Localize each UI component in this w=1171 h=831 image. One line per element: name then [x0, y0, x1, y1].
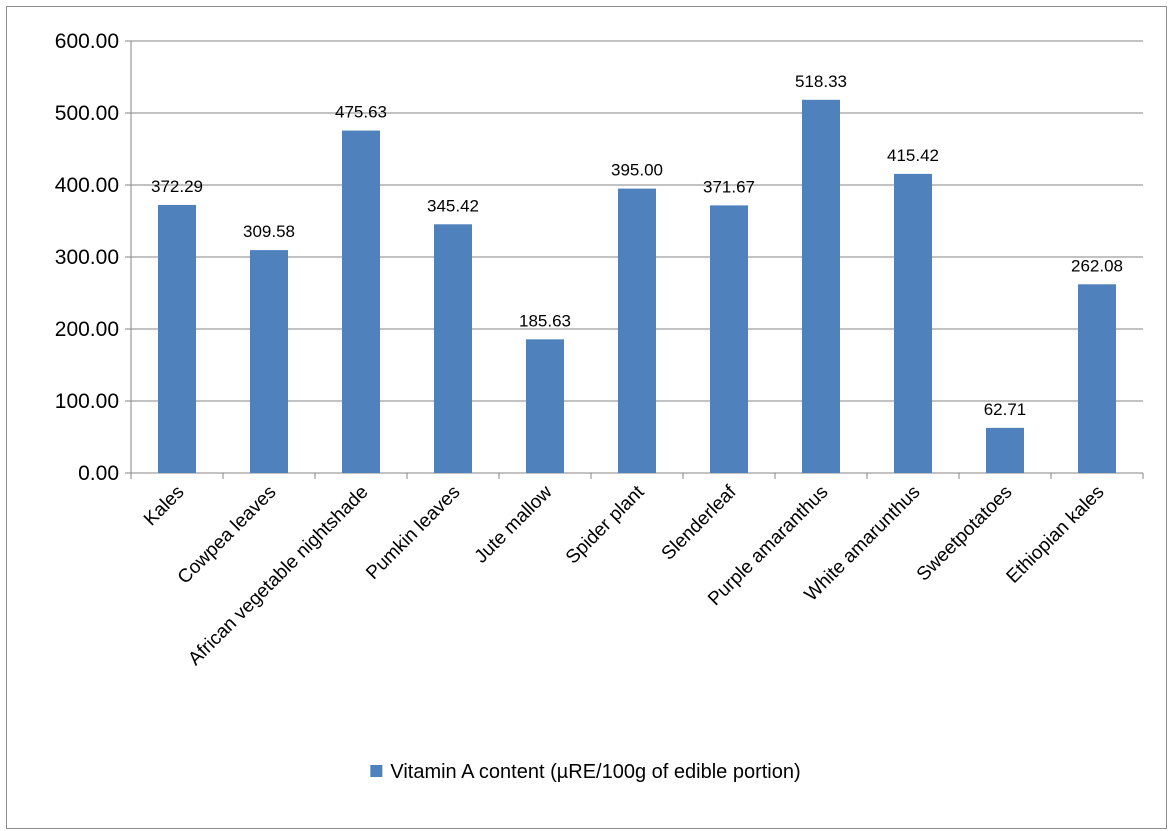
data-label: 262.08 — [1071, 256, 1123, 275]
bar — [434, 224, 472, 473]
data-label: 62.71 — [984, 400, 1027, 419]
y-tick-label: 200.00 — [55, 318, 119, 341]
data-label: 309.58 — [243, 222, 295, 241]
category-label: Pumkin leaves — [362, 482, 464, 584]
data-label: 371.67 — [703, 177, 755, 196]
category-label: Spider plant — [562, 481, 649, 568]
y-tick-label: 0.00 — [78, 462, 119, 485]
category-label: Kales — [140, 482, 188, 530]
bar — [1078, 284, 1116, 473]
data-label: 372.29 — [151, 177, 203, 196]
bar — [618, 189, 656, 473]
bar — [526, 339, 564, 473]
data-label: 415.42 — [887, 146, 939, 165]
y-tick-label: 300.00 — [55, 246, 119, 269]
y-tick-label: 100.00 — [55, 390, 119, 413]
data-label: 185.63 — [519, 311, 571, 330]
bar — [158, 205, 196, 473]
category-label: African vegetable nightshade — [184, 482, 372, 670]
bar — [342, 131, 380, 473]
bar — [986, 428, 1024, 473]
data-label: 475.63 — [335, 103, 387, 122]
category-label: Slenderleaf — [658, 481, 741, 564]
y-tick-label: 400.00 — [55, 174, 119, 197]
bar — [250, 250, 288, 473]
category-label: Cowpea leaves — [174, 482, 281, 589]
bar — [802, 100, 840, 473]
data-label: 518.33 — [795, 72, 847, 91]
bar — [894, 174, 932, 473]
category-label: Ethiopian kales — [1003, 482, 1109, 588]
data-label: 395.00 — [611, 161, 663, 180]
bar — [710, 205, 748, 473]
y-tick-label: 500.00 — [55, 102, 119, 125]
y-tick-label: 600.00 — [55, 30, 119, 53]
legend-swatch — [370, 765, 382, 777]
legend-label: Vitamin A content (µRE/100g of edible po… — [390, 761, 800, 783]
category-label: Sweetpotatoes — [913, 482, 1017, 586]
category-label: Jute mallow — [471, 481, 557, 567]
data-label: 345.42 — [427, 196, 479, 215]
